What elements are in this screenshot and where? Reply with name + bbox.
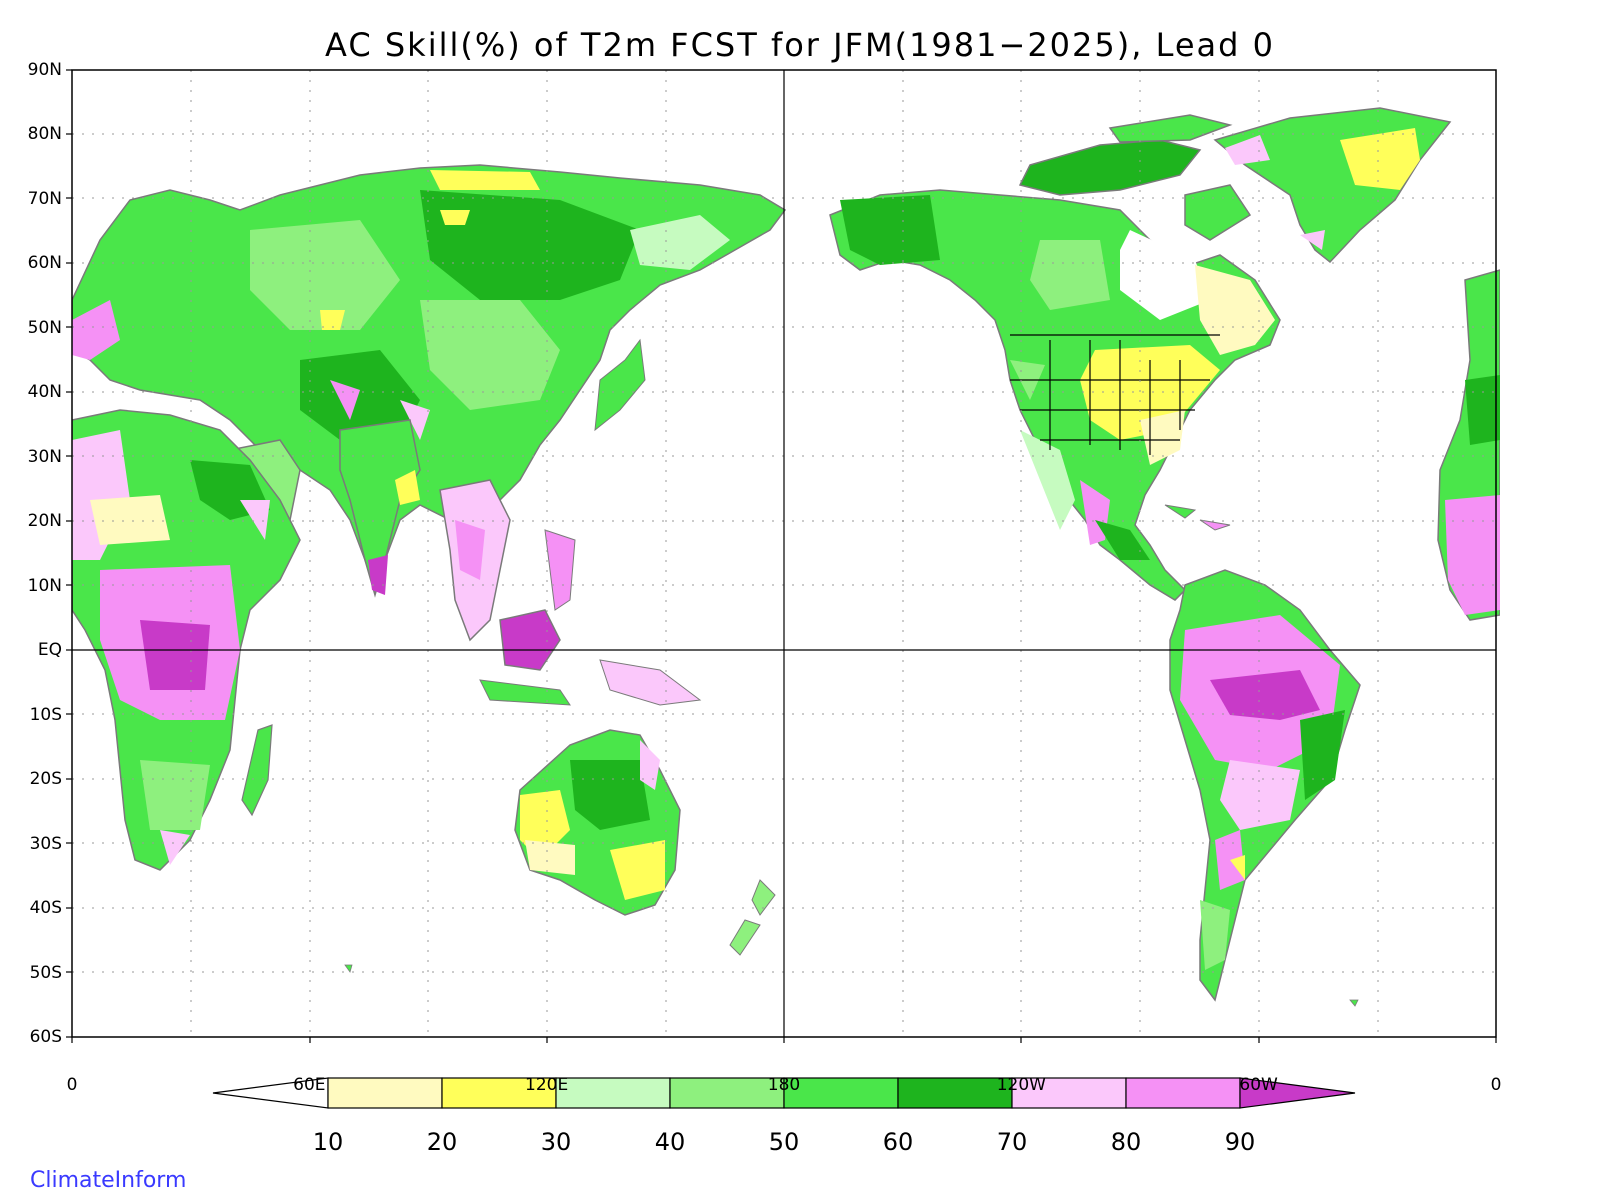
north-america	[829, 189, 1281, 601]
colorbar-high-arrow	[1239, 1077, 1356, 1109]
colorbar-swatch	[897, 1077, 1013, 1109]
colorbar-swatch	[327, 1077, 443, 1109]
us-state-borders	[1010, 334, 1220, 455]
africa	[72, 409, 301, 871]
map-title: AC Skill(%) of T2m FCST for JFM(1981−202…	[325, 26, 1275, 64]
west-africa-wrap	[1437, 269, 1500, 621]
colorbar-swatch	[1011, 1077, 1127, 1109]
colorbar-tick-label: 70	[996, 1128, 1028, 1156]
south-america	[1169, 569, 1361, 1002]
eurasia	[72, 164, 787, 593]
colorbar-swatch	[555, 1077, 671, 1109]
tick-marks	[66, 69, 1497, 1043]
lat-label: 30S	[29, 833, 62, 854]
canadian-arctic	[1018, 114, 1252, 241]
lat-label: 40S	[29, 898, 62, 919]
lon-label: 0	[66, 1075, 78, 1095]
lat-label: 50S	[29, 962, 62, 983]
colorbar-tick-label: 80	[1110, 1128, 1142, 1156]
new-zealand	[729, 879, 776, 956]
lat-label: EQ	[37, 640, 62, 661]
madagascar	[241, 724, 273, 817]
lat-label: 50N	[27, 317, 62, 338]
australia	[514, 729, 681, 916]
colorbar-swatch	[1125, 1077, 1241, 1109]
colorbar-tick-label: 30	[540, 1128, 572, 1156]
colorbar-swatch	[669, 1077, 785, 1109]
lon-label: 60W	[1239, 1075, 1278, 1095]
southeast-asia	[439, 479, 702, 706]
credit-text: ClimateInform	[30, 1168, 187, 1193]
colorbar-swatch	[441, 1077, 557, 1109]
lat-label: 30N	[27, 446, 62, 467]
greenland	[1213, 107, 1452, 264]
lat-label: 20S	[29, 769, 62, 790]
lat-label: 20N	[27, 511, 62, 532]
lon-label: 0	[1490, 1075, 1502, 1095]
colorbar-tick-label: 90	[1224, 1128, 1256, 1156]
lat-label: 90N	[27, 60, 62, 80]
lat-label: 70N	[27, 188, 62, 209]
lon-label: 180	[767, 1075, 801, 1095]
japan	[594, 338, 646, 432]
lat-label: 10S	[29, 704, 62, 725]
lat-label: 40N	[27, 382, 62, 403]
colorbar-swatch	[783, 1077, 899, 1109]
lon-label: 120E	[525, 1075, 569, 1095]
lon-label: 60E	[293, 1075, 326, 1095]
colorbar-tick-label: 20	[426, 1128, 458, 1156]
lon-label: 120W	[996, 1075, 1046, 1095]
colorbar	[212, 1077, 1356, 1109]
small-islands	[344, 964, 1359, 1007]
colorbar-tick-label: 40	[654, 1128, 686, 1156]
colorbar-tick-label: 10	[312, 1128, 344, 1156]
colorbar-tick-label: 60	[882, 1128, 914, 1156]
lat-label: 60S	[29, 1027, 62, 1047]
caribbean	[1164, 504, 1231, 531]
colorbar-tick-label: 50	[768, 1128, 800, 1156]
lat-label: 80N	[27, 124, 62, 145]
lat-label: 60N	[27, 253, 62, 274]
lat-label: 10N	[27, 575, 62, 596]
